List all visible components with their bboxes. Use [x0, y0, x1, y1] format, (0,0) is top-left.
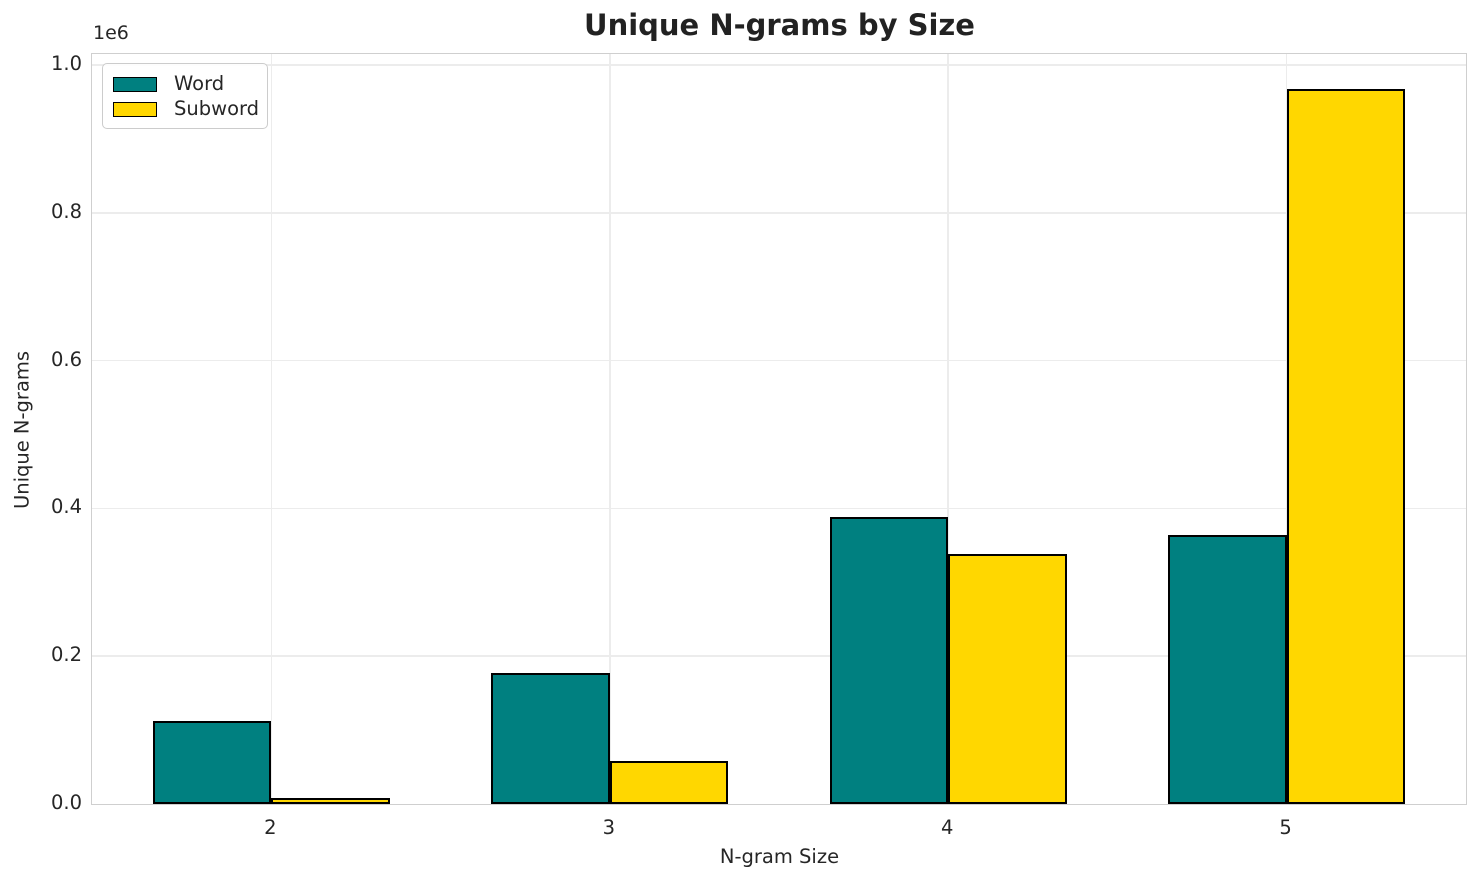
gridline-x-3 [609, 54, 611, 804]
x-tick-2: 2 [264, 816, 277, 839]
x-tick-5: 5 [1279, 816, 1292, 839]
legend-label-subword: Subword [174, 97, 260, 120]
bar-word-ngram-4 [829, 517, 949, 804]
legend-swatch-subword [113, 101, 157, 117]
y-axis-offset-text: 1e6 [93, 22, 129, 44]
legend-item-subword: Subword [113, 97, 260, 120]
y-tick-0.4: 0.4 [50, 495, 82, 519]
y-tick-1.0: 1.0 [50, 52, 82, 76]
y-tick-0.2: 0.2 [50, 643, 82, 667]
bar-word-ngram-2 [152, 721, 272, 804]
gridline-x-4 [947, 54, 949, 804]
legend: Word Subword [102, 63, 268, 129]
chart-title: Unique N-grams by Size [584, 8, 975, 42]
y-tick-0.8: 0.8 [50, 199, 82, 223]
legend-item-word: Word [113, 73, 257, 95]
bar-word-ngram-3 [491, 673, 610, 804]
gridline-y-0.2 [92, 655, 1466, 657]
x-tick-4: 4 [940, 816, 954, 839]
y-axis-label: Unique N-grams [10, 350, 34, 510]
gridline-y-0.8 [92, 212, 1466, 214]
bar-word-ngram-5 [1168, 535, 1287, 804]
bar-subword-ngram-4 [948, 554, 1067, 804]
gridline-y-0.4 [92, 507, 1466, 510]
legend-label-word: Word [174, 72, 225, 95]
x-axis-label: N-gram Size [719, 845, 840, 868]
y-tick-0.6: 0.6 [50, 347, 82, 371]
y-tick-0.0: 0.0 [50, 791, 82, 814]
bar-subword-ngram-5 [1286, 89, 1406, 804]
bar-subword-ngram-2 [271, 798, 390, 804]
bar-subword-ngram-3 [609, 761, 729, 804]
gridline-y-1.0 [92, 64, 1466, 66]
x-tick-3: 3 [602, 816, 615, 839]
plot-area [91, 53, 1467, 805]
gridline-y-0.6 [92, 359, 1466, 362]
legend-swatch-word [113, 76, 157, 92]
gridline-x-2 [270, 54, 273, 804]
